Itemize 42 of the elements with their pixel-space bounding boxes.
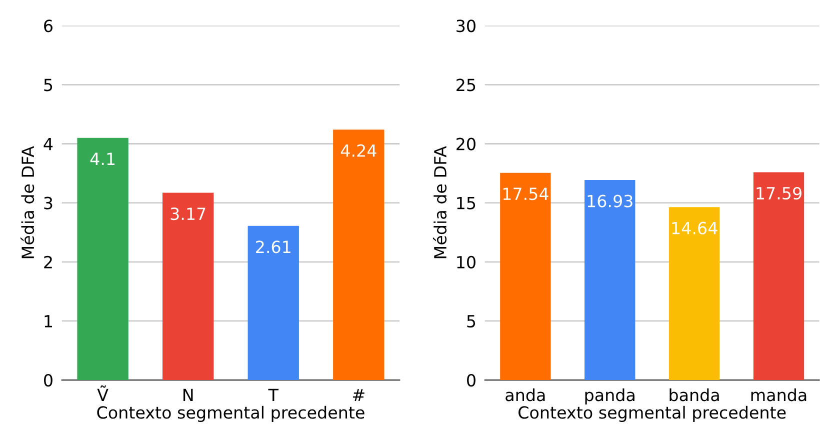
x-tick-label: panda — [585, 388, 634, 404]
y-tick-label: 4 — [44, 138, 53, 150]
data-label: 17.54 — [503, 188, 548, 200]
x-tick-label: T — [268, 388, 279, 402]
y-tick-label: 25 — [456, 78, 476, 92]
x-tick-label: # — [352, 389, 364, 402]
x-tick-label: manda — [751, 388, 806, 402]
y-tick-label: 20 — [456, 138, 476, 150]
data-label: 14.64 — [672, 222, 718, 234]
bar — [248, 226, 299, 380]
y-tick-label: 3 — [44, 196, 52, 210]
x-axis-title: Contexto segmental precedente — [97, 406, 364, 422]
y-tick-label: 15 — [457, 197, 476, 210]
y-tick-label: 0 — [44, 374, 52, 387]
bar — [333, 130, 384, 380]
x-axis-title: Contexto segmental precedente — [518, 406, 786, 422]
bar — [753, 172, 804, 380]
bar — [668, 207, 720, 380]
bar — [162, 192, 214, 380]
data-label: 16.93 — [588, 194, 632, 208]
bar — [584, 180, 636, 380]
y-tick-label: 10 — [457, 256, 476, 268]
y-tick-label: 2 — [44, 256, 52, 268]
y-tick-label: 5 — [44, 78, 52, 92]
data-label: 4.1 — [90, 152, 115, 165]
bar — [500, 172, 551, 380]
data-label: 2.61 — [256, 240, 290, 254]
y-tick-label: 0 — [467, 374, 476, 387]
x-tick-label: banda — [670, 388, 719, 402]
x-tick-label: anda — [506, 388, 545, 402]
data-label: 17.59 — [756, 186, 802, 200]
data-label: 3.17 — [170, 208, 206, 220]
y-tick-label: 5 — [467, 315, 476, 328]
y-tick-label: 6 — [44, 20, 52, 32]
y-tick-label: 1 — [44, 315, 52, 328]
y-tick-label: 30 — [456, 20, 476, 32]
data-label: 4.24 — [340, 144, 376, 157]
x-tick-label: Ṽ — [97, 385, 108, 402]
y-axis-title: Média de DFA — [20, 146, 34, 258]
x-tick-label: N — [183, 388, 193, 402]
y-axis-title: Média de DFA — [432, 146, 447, 258]
bar — [77, 138, 128, 380]
